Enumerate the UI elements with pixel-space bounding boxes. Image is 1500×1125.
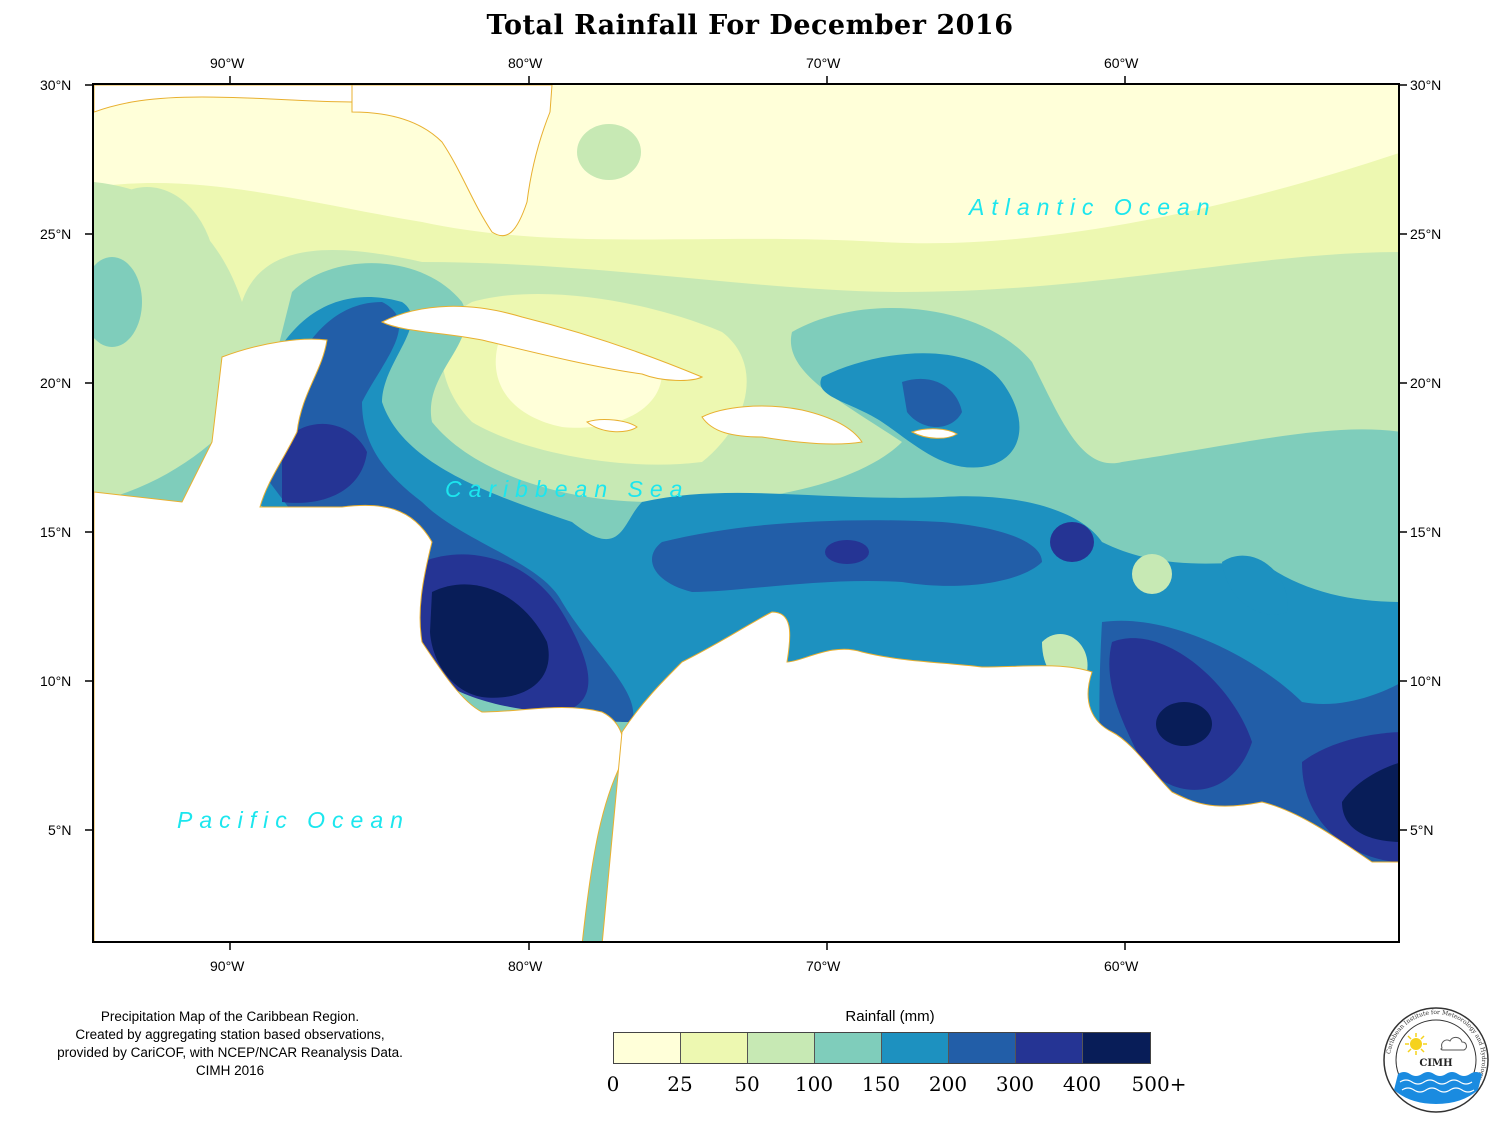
legend-swatch (949, 1033, 1016, 1063)
left-axis-label: 15°N (40, 524, 72, 540)
right-axis-label: 15°N (1410, 524, 1442, 540)
top-axis-label: 80°W (508, 55, 543, 71)
rainfall-patch (94, 257, 142, 347)
legend-swatch (681, 1033, 748, 1063)
rainfall-map-canvas: Atlantic Ocean Caribbean Sea Pacific Oce… (94, 85, 1398, 941)
credit-line: provided by CariCOF, with NCEP/NCAR Rean… (57, 1045, 403, 1060)
legend-tick-label: 300 (995, 1072, 1035, 1096)
map-credits: Precipitation Map of the Caribbean Regio… (20, 1008, 440, 1080)
rainfall-patch (1050, 522, 1094, 562)
cimh-logo: Caribbean Institute for Meteorology and … (1383, 1007, 1489, 1113)
legend-swatch (748, 1033, 815, 1063)
top-axis-label: 90°W (210, 55, 245, 71)
bottom-axis-label: 90°W (210, 958, 245, 974)
rainfall-patch (902, 378, 962, 427)
rainfall-patch (825, 540, 869, 564)
landmass-jamaica (585, 419, 638, 433)
rainfall-patch (577, 124, 641, 180)
right-axis-label: 10°N (1410, 673, 1442, 689)
left-axis-label: 30°N (40, 77, 72, 93)
landmass-gulf-coast (94, 85, 353, 113)
rainfall-patch (1132, 554, 1172, 594)
map-title: Total Rainfall For December 2016 (486, 10, 1014, 41)
legend-color-bar (613, 1032, 1151, 1064)
left-axis-label: 25°N (40, 226, 72, 242)
rainfall-patch (1222, 555, 1288, 615)
right-axis-label: 25°N (1410, 226, 1442, 242)
legend-swatch (1016, 1033, 1083, 1063)
legend-swatch (882, 1033, 949, 1063)
landmass-layer (94, 85, 1398, 941)
right-axis-label: 5°N (1410, 822, 1434, 838)
logo-text: CIMH (1419, 1058, 1452, 1069)
legend-tick-label: 400 (1062, 1072, 1102, 1096)
rainfall-patch (1342, 763, 1398, 842)
ocean-label-caribbean: Caribbean Sea (445, 476, 689, 502)
landmass-hispaniola (701, 405, 863, 445)
top-axis-label: 60°W (1104, 55, 1139, 71)
legend-tick-label: 200 (928, 1072, 968, 1096)
legend-tick-label: 50 (734, 1072, 760, 1096)
legend-swatch (614, 1033, 681, 1063)
legend-swatch (815, 1033, 882, 1063)
bottom-axis-label: 60°W (1104, 958, 1139, 974)
legend-tick-label: 100 (794, 1072, 834, 1096)
cloud-icon (1440, 1036, 1467, 1051)
landmass-florida (351, 85, 553, 237)
landmass-south-america (601, 611, 1398, 941)
rainfall-band-500 (430, 584, 549, 698)
ocean-label-atlantic: Atlantic Ocean (967, 194, 1217, 220)
rainfall-map: Atlantic Ocean Caribbean Sea Pacific Oce… (92, 83, 1400, 943)
credit-line: Precipitation Map of the Caribbean Regio… (100, 1009, 360, 1024)
left-axis-label: 5°N (48, 822, 72, 838)
credit-line: CIMH 2016 (195, 1063, 265, 1078)
legend-tick-label: 0 (606, 1072, 620, 1096)
landmass-puerto-rico (910, 428, 958, 439)
credit-line: Created by aggregating station based obs… (75, 1027, 385, 1042)
left-axis-label: 20°N (40, 375, 72, 391)
ocean-label-pacific: Pacific Ocean (177, 807, 410, 833)
left-axis-label: 10°N (40, 673, 72, 689)
legend-tick-label: 500+ (1131, 1072, 1187, 1096)
legend-title: Rainfall (mm) (845, 1008, 935, 1025)
wave-icon (1394, 1072, 1482, 1104)
bottom-axis-label: 80°W (508, 958, 543, 974)
rainfall-patch (1156, 702, 1212, 746)
rainfall-patch (282, 423, 367, 503)
landmass-cuba (380, 305, 704, 381)
legend-tick-label: 150 (861, 1072, 901, 1096)
sun-icon (1410, 1038, 1422, 1050)
top-axis-label: 70°W (806, 55, 841, 71)
legend-swatch (1083, 1033, 1150, 1063)
legend-tick-label: 25 (667, 1072, 693, 1096)
bottom-axis-label: 70°W (806, 958, 841, 974)
right-axis-label: 30°N (1410, 77, 1442, 93)
right-axis-label: 20°N (1410, 375, 1442, 391)
